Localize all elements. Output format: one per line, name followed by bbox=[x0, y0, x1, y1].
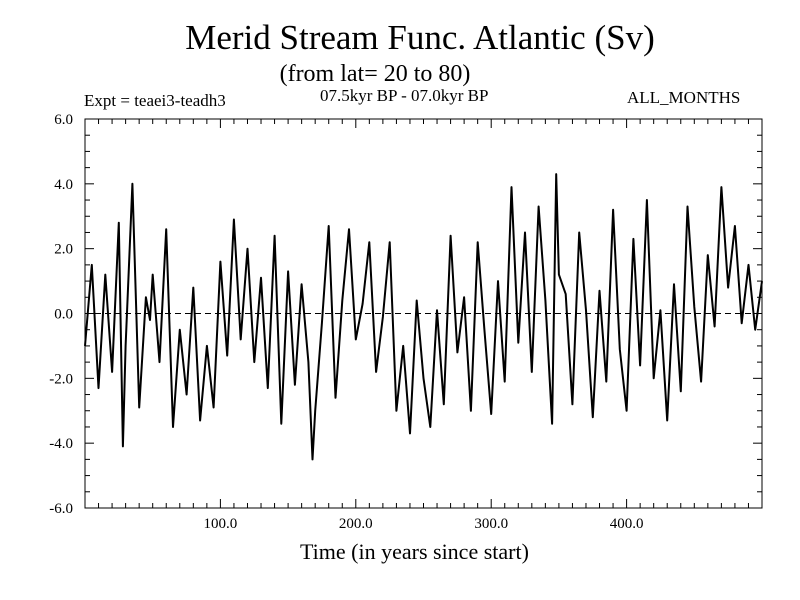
months-label: ALL_MONTHS bbox=[627, 88, 741, 107]
x-tick-label: 100.0 bbox=[204, 516, 238, 532]
y-tick-label: 4.0 bbox=[54, 177, 73, 193]
y-tick-label: 2.0 bbox=[54, 242, 73, 258]
experiment-label: Expt = teaei3-teadh3 bbox=[84, 91, 226, 110]
series-line bbox=[84, 173, 763, 461]
y-tick-label: 6.0 bbox=[54, 112, 73, 128]
period-label: 07.5kyr BP - 07.0kyr BP bbox=[320, 86, 489, 105]
x-tick-label: 300.0 bbox=[474, 516, 508, 532]
y-tick-label: -2.0 bbox=[49, 371, 73, 387]
y-tick-label: -6.0 bbox=[49, 501, 73, 517]
y-tick-label: 0.0 bbox=[54, 307, 73, 323]
chart-subtitle: (from lat= 20 to 80) bbox=[279, 61, 471, 87]
y-tick-label: -4.0 bbox=[49, 436, 73, 452]
x-tick-label: 400.0 bbox=[610, 516, 644, 532]
axis-tick-labels: 100.0 200.0 300.0 400.0 -6.0 -4.0 -2.0 0.0 2.0 4.… bbox=[49, 112, 643, 532]
chart-title: Merid Stream Func. Atlantic (Sv) bbox=[185, 18, 655, 57]
x-axis-label: Time (in years since start) bbox=[300, 539, 529, 564]
x-tick-label: 200.0 bbox=[339, 516, 373, 532]
